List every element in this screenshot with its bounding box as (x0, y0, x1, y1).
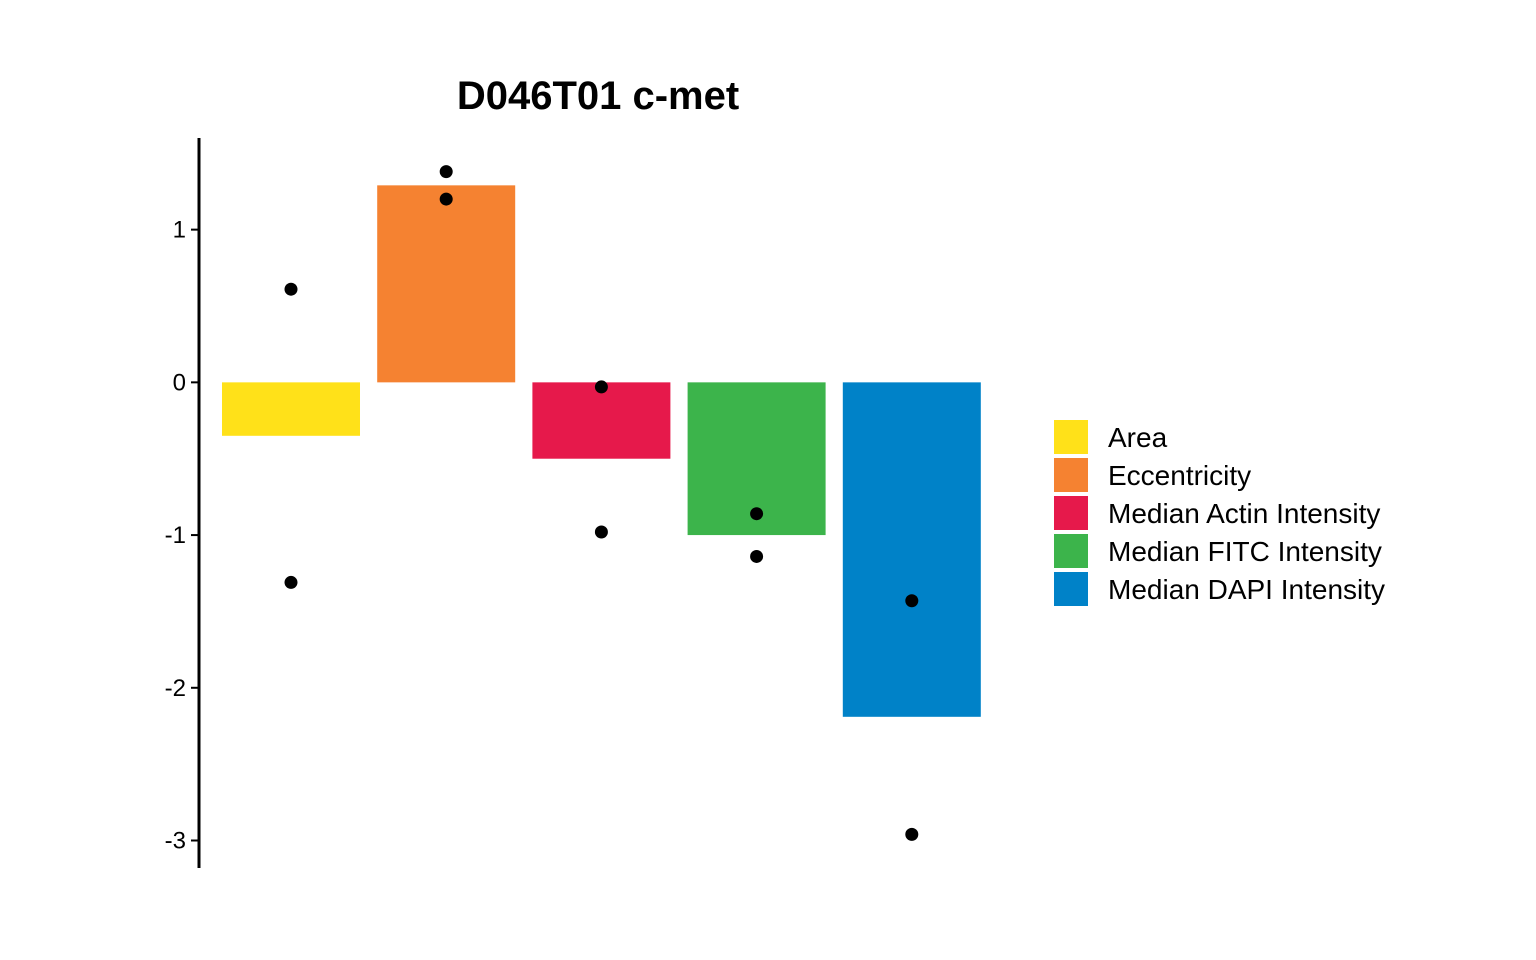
data-point (284, 575, 298, 589)
legend-label: Median DAPI Intensity (1108, 574, 1385, 605)
bar-median-actin-intensity (532, 382, 671, 459)
legend-label: Median FITC Intensity (1108, 536, 1382, 567)
legend-swatch (1054, 458, 1088, 492)
data-point (439, 165, 453, 179)
data-point (905, 594, 919, 608)
legend-label: Eccentricity (1108, 460, 1251, 491)
legend-swatch (1054, 420, 1088, 454)
legend-label: Area (1108, 422, 1168, 453)
y-tick-label: -3 (165, 828, 186, 855)
bar-eccentricity (377, 185, 516, 383)
legend: Area Eccentricity Median Actin Intensity Me… (1054, 420, 1385, 606)
bar-area (222, 382, 360, 436)
data-point (750, 549, 764, 563)
data-point (905, 827, 919, 841)
legend-swatch (1054, 496, 1088, 530)
y-tick-label: -1 (165, 522, 186, 549)
y-tick-label: 1 (173, 217, 186, 244)
bar-median-dapi-intensity (842, 382, 981, 717)
y-axis: 1 0 -1 -2 -3 (165, 138, 201, 868)
legend-swatch (1054, 534, 1088, 568)
data-points (284, 165, 919, 841)
chart-title: D046T01 c-met (457, 74, 739, 118)
data-point (284, 282, 298, 296)
data-point (594, 380, 608, 394)
legend-swatch (1054, 572, 1088, 606)
data-point (439, 192, 453, 206)
y-tick-label: -2 (165, 675, 186, 702)
y-tick-label: 0 (173, 369, 186, 396)
data-point (750, 507, 764, 521)
data-point (594, 525, 608, 539)
bars (222, 185, 981, 717)
legend-label: Median Actin Intensity (1108, 498, 1380, 529)
